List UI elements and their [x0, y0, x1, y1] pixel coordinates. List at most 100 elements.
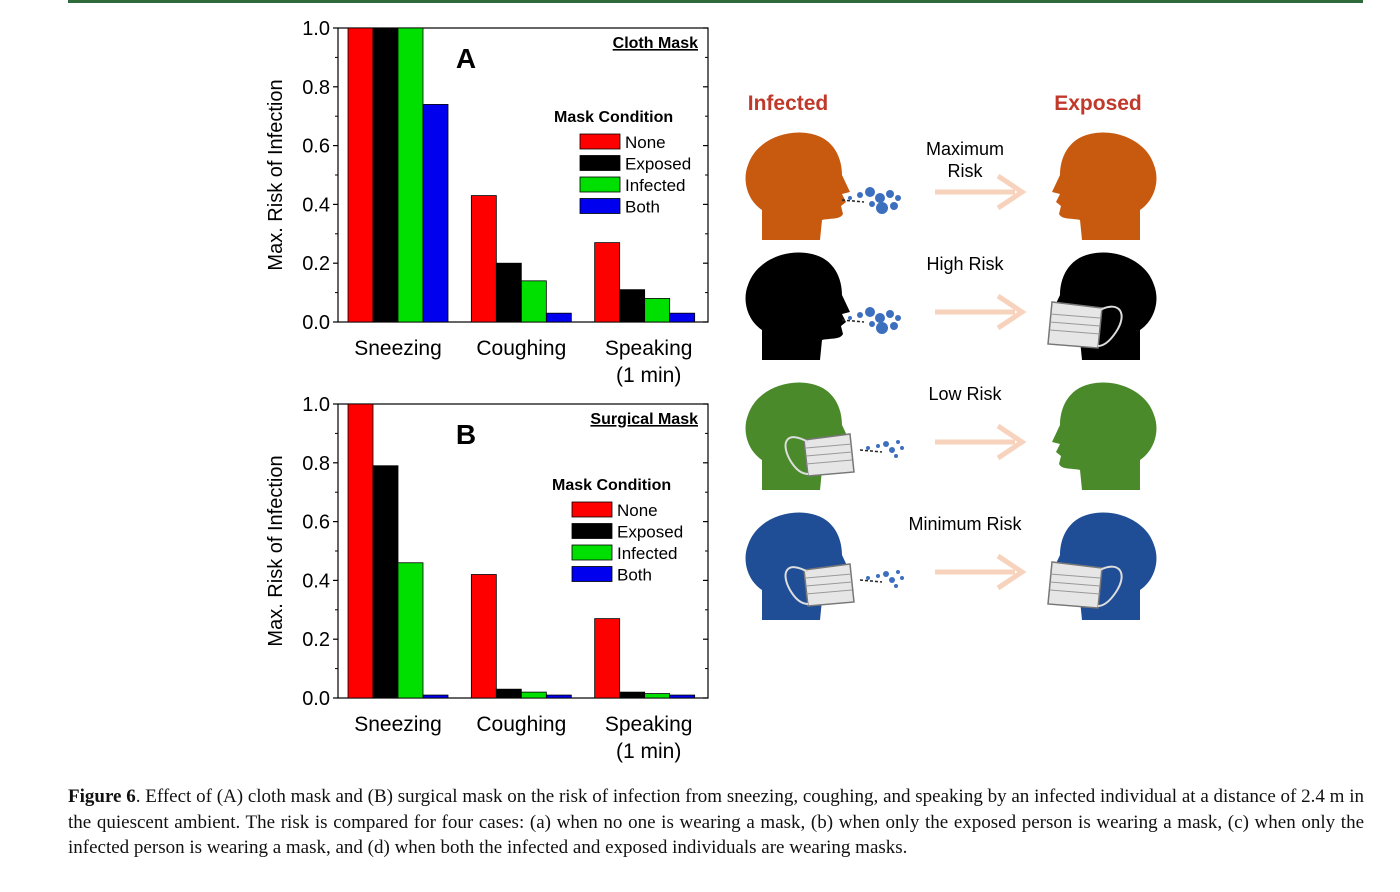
mask-pleat — [1049, 573, 1101, 579]
mask-pleat — [805, 443, 853, 449]
chart-title: Surgical Mask — [590, 411, 698, 428]
droplet-icon — [875, 193, 885, 203]
y-tick-label: 0.0 — [302, 312, 330, 334]
droplet-spray-2 — [859, 440, 904, 458]
bar-none-1 — [470, 195, 497, 323]
exposed-head-1 — [1047, 252, 1157, 360]
mask-strap — [784, 436, 809, 475]
droplet-icon — [883, 441, 889, 447]
mask-pleat — [805, 589, 853, 595]
bar-infected-2 — [644, 298, 671, 323]
legend-label-none: None — [617, 501, 658, 520]
y-axis-label: Max. Risk of Infection — [265, 79, 287, 270]
bar-exposed-1 — [495, 262, 522, 323]
droplet-icon — [895, 315, 901, 321]
droplet-icon — [876, 322, 888, 334]
exposed-header: Exposed — [1054, 92, 1142, 115]
bar-none-2 — [594, 242, 621, 323]
infected-head-3 — [745, 512, 855, 620]
risk-arrowhead — [996, 553, 1027, 591]
y-tick-label: 0.6 — [302, 136, 330, 158]
bar-infected-0 — [397, 27, 424, 323]
caption-label: Figure 6 — [68, 786, 136, 807]
bar-none-2 — [594, 618, 621, 699]
y-tick-label: 1.0 — [302, 18, 330, 40]
mask-pleat — [805, 459, 853, 465]
droplet-icon — [875, 313, 885, 323]
x-category-label: Speaking — [605, 713, 693, 736]
droplet-icon — [869, 321, 875, 327]
bar-both-2 — [669, 694, 696, 699]
y-tick-label: 0.2 — [302, 629, 330, 651]
bar-both-1 — [545, 312, 572, 323]
bar-none-1 — [470, 574, 497, 699]
spray-line — [841, 199, 865, 203]
spray-line — [859, 449, 883, 453]
bar-both-0 — [422, 104, 449, 323]
mask-pleat — [1049, 581, 1101, 587]
x-category-label: Sneezing — [354, 337, 442, 360]
droplet-icon — [889, 577, 895, 583]
head-shape — [745, 252, 850, 360]
risk-label: Low Risk — [928, 384, 1002, 404]
droplet-icon — [886, 190, 894, 198]
bar-infected-1 — [520, 691, 547, 699]
mask-pleat — [805, 573, 853, 579]
droplet-spray-1 — [841, 307, 901, 334]
droplet-icon — [876, 574, 880, 578]
bar-both-2 — [669, 312, 696, 323]
figure-caption: Figure 6. Effect of (A) cloth mask and (… — [68, 784, 1364, 861]
bar-both-0 — [422, 694, 449, 699]
droplet-icon — [848, 316, 852, 320]
legend-swatch-both — [579, 198, 621, 214]
mask-icon — [1047, 301, 1103, 349]
risk-label: Minimum Risk — [908, 514, 1022, 534]
y-tick-label: 0.4 — [302, 570, 330, 592]
legend-title: Mask Condition — [554, 109, 673, 126]
bar-none-0 — [347, 403, 374, 699]
bar-exposed-2 — [619, 691, 646, 699]
droplet-icon — [894, 584, 898, 588]
mask-pleat — [1049, 589, 1101, 595]
bar-exposed-1 — [495, 688, 522, 699]
droplet-icon — [865, 307, 875, 317]
bar-infected-2 — [644, 693, 671, 699]
legend-swatch-both — [571, 566, 613, 582]
spray-line — [841, 319, 865, 323]
head-shape — [1052, 132, 1157, 240]
droplet-icon — [890, 202, 898, 210]
droplet-icon — [900, 446, 904, 450]
caption-text: . Effect of (A) cloth mask and (B) surgi… — [68, 786, 1364, 858]
droplet-spray-3 — [859, 570, 904, 588]
mask-pleat — [805, 581, 853, 587]
risk-arrowhead — [996, 293, 1027, 331]
chart-b-surgical-mask: 0.0 0.2 0.4 0.6 0.8 1.0 Max. Risk of Infection… — [265, 394, 709, 763]
risk-arrowhead — [996, 173, 1027, 211]
droplet-icon — [886, 310, 894, 318]
x-category-label: Coughing — [476, 337, 566, 360]
x-category-label: Sneezing — [354, 713, 442, 736]
mask-pleat — [1049, 329, 1101, 335]
legend-swatch-exposed — [571, 523, 613, 539]
legend-swatch-exposed — [579, 155, 621, 171]
legend-label-none: None — [625, 133, 666, 152]
mask-strap — [784, 566, 809, 605]
droplet-icon — [896, 570, 900, 574]
y-tick-label: 0.2 — [302, 253, 330, 275]
mask-pleat — [1049, 313, 1101, 319]
x-category-label: (1 min) — [616, 364, 681, 387]
droplet-icon — [869, 201, 875, 207]
legend-label-exposed: Exposed — [625, 155, 691, 174]
bar-infected-1 — [520, 280, 547, 323]
droplet-icon — [857, 192, 863, 198]
y-tick-label: 0.6 — [302, 512, 330, 534]
risk-label: Maximum — [926, 139, 1004, 159]
chart-title: Cloth Mask — [613, 35, 698, 52]
droplet-icon — [896, 440, 900, 444]
legend-title: Mask Condition — [552, 477, 671, 494]
bar-both-1 — [545, 694, 572, 699]
droplet-icon — [895, 195, 901, 201]
x-category-label: Speaking — [605, 337, 693, 360]
mask-strap — [1097, 565, 1123, 607]
droplet-icon — [900, 576, 904, 580]
